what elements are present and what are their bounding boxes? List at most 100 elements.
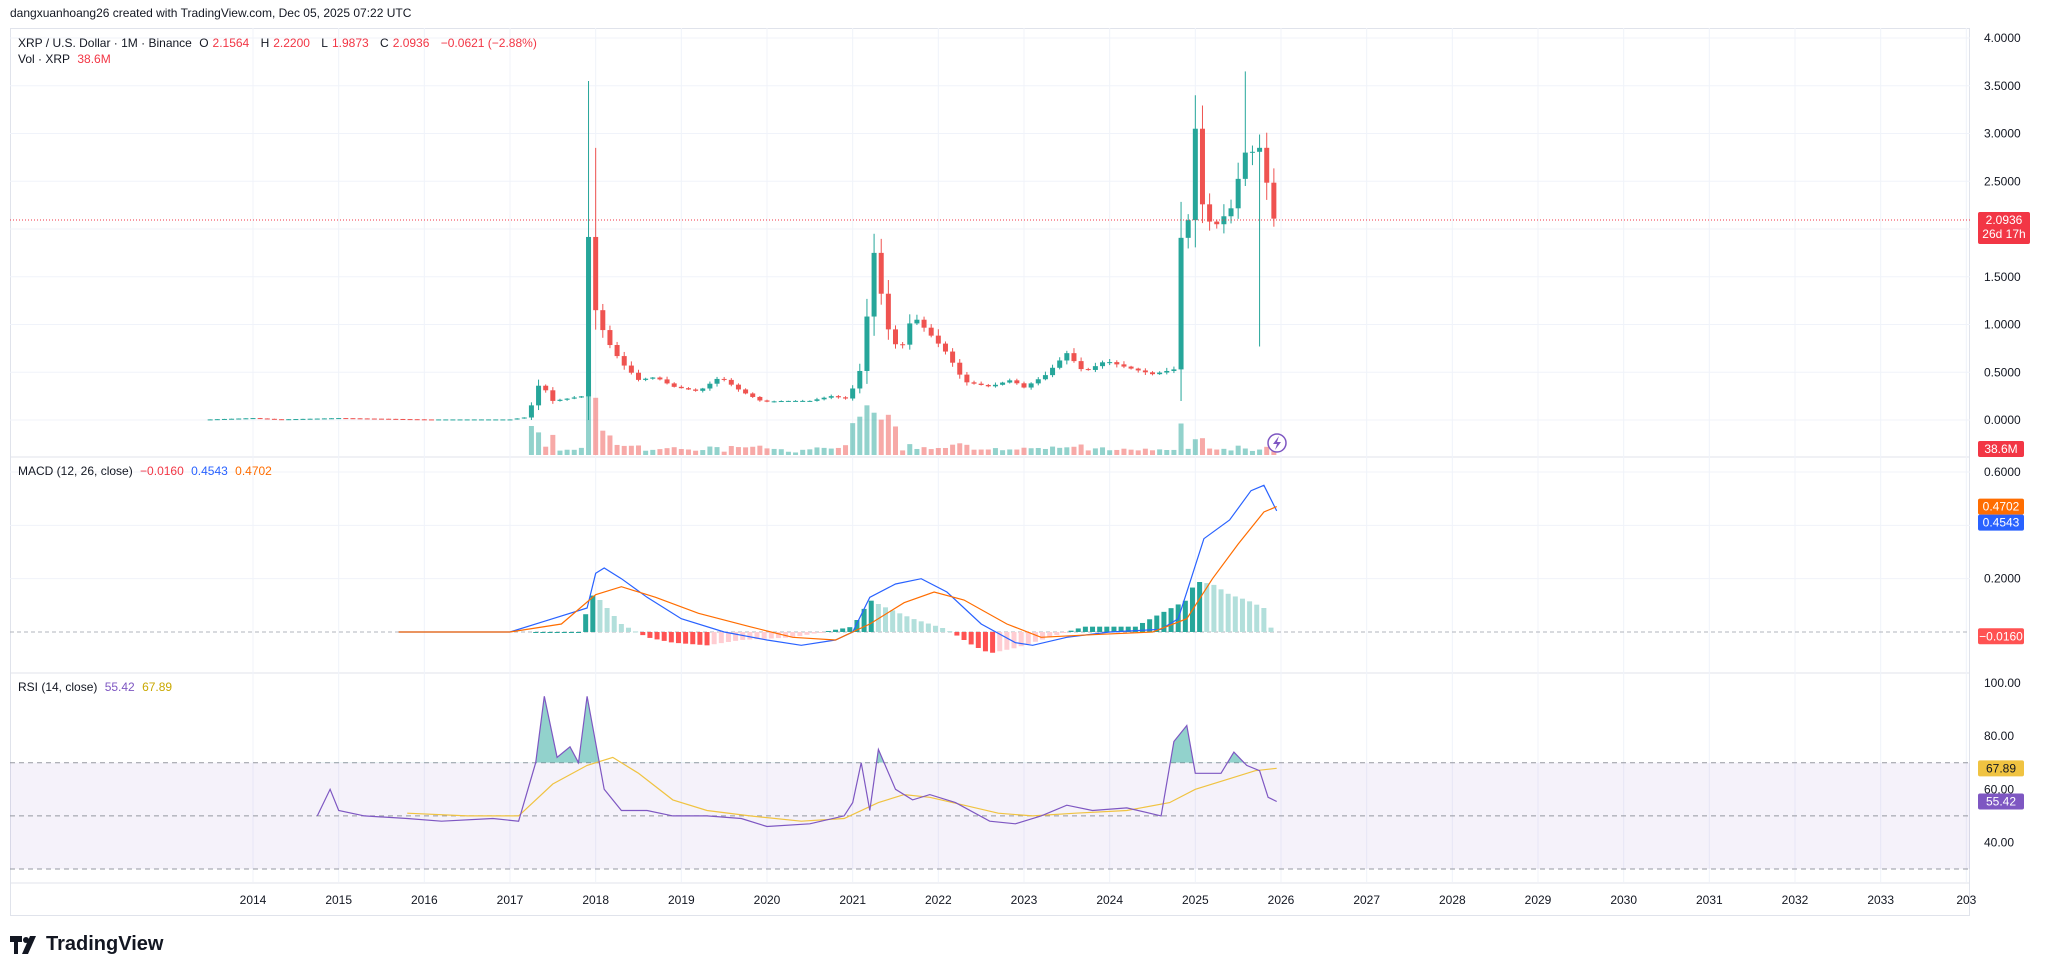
price-candle[interactable] [286,419,292,421]
price-candle[interactable] [393,418,399,420]
price-candle[interactable] [971,382,977,384]
price-candle[interactable] [678,386,684,389]
price-candle[interactable] [514,418,520,420]
price-candle[interactable] [964,374,970,383]
price-candle[interactable] [1192,128,1198,221]
price-candle[interactable] [735,384,741,390]
price-candle[interactable] [871,252,877,317]
price-candle[interactable] [1249,151,1255,153]
price-candle[interactable] [464,419,470,421]
price-candle[interactable] [828,396,834,398]
price-candle[interactable] [1199,128,1205,205]
price-candle[interactable] [421,419,427,421]
tradingview-logo[interactable]: TradingView [10,933,163,956]
price-candle[interactable] [628,365,634,373]
price-candle[interactable] [1264,147,1270,183]
price-candle[interactable] [764,400,770,402]
price-candle[interactable] [757,396,763,401]
price-candle[interactable] [257,418,263,420]
price-candle[interactable] [500,419,506,421]
price-candle[interactable] [1057,360,1063,368]
price-candle[interactable] [636,372,641,380]
price-candle[interactable] [379,418,384,420]
rsi-label[interactable]: RSI (14, close) [18,680,98,694]
price-candle[interactable] [571,397,577,399]
price-candle[interactable] [428,419,434,421]
price-candle[interactable] [857,370,863,389]
price-candle[interactable] [992,384,998,387]
price-candle[interactable] [357,418,363,420]
price-candle[interactable] [600,310,606,331]
price-candle[interactable] [721,378,727,380]
price-candle[interactable] [935,335,941,344]
price-candle[interactable] [664,379,670,384]
price-candle[interactable] [835,396,841,398]
price-candle[interactable] [750,393,756,397]
price-candle[interactable] [593,236,599,311]
price-candle[interactable] [1078,361,1084,370]
volume-label[interactable]: Vol · XRP [18,52,71,66]
price-candle[interactable] [279,419,285,421]
price-candle[interactable] [1092,366,1098,370]
price-candle[interactable] [1221,216,1227,225]
price-candle[interactable] [885,293,891,330]
price-candle[interactable] [1035,379,1041,384]
price-candle[interactable] [1135,368,1141,371]
price-candle[interactable] [1064,353,1070,361]
price-candle[interactable] [793,400,799,402]
price-candle[interactable] [250,418,256,420]
price-candle[interactable] [650,377,656,379]
price-candle[interactable] [314,418,320,420]
price-candle[interactable] [614,345,620,357]
price-candle[interactable] [386,418,392,420]
price-candle[interactable] [907,323,913,345]
price-candle[interactable] [436,419,442,421]
price-candle[interactable] [864,316,870,371]
price-candle[interactable] [893,329,898,345]
price-candle[interactable] [1271,182,1277,219]
price-candle[interactable] [321,418,327,420]
price-candle[interactable] [364,418,370,420]
price-candle[interactable] [900,344,906,346]
price-candle[interactable] [336,418,342,420]
price-candle[interactable] [928,327,934,336]
price-candle[interactable] [229,418,235,420]
price-candle[interactable] [1235,178,1241,209]
price-candle[interactable] [343,418,349,420]
price-candle[interactable] [443,419,449,421]
price-candle[interactable] [543,385,549,391]
price-candle[interactable] [457,419,463,421]
price-candle[interactable] [471,419,477,421]
price-candle[interactable] [371,418,377,420]
price-candle[interactable] [414,419,420,421]
price-candle[interactable] [1014,380,1020,384]
price-candle[interactable] [586,236,592,397]
price-candle[interactable] [814,399,820,401]
price-candle[interactable] [914,319,920,324]
price-candle[interactable] [671,383,677,387]
price-candle[interactable] [693,389,699,391]
price-candle[interactable] [643,378,649,380]
price-candle[interactable] [771,401,777,403]
price-candle[interactable] [557,399,563,401]
price-candle[interactable] [957,362,963,375]
price-candle[interactable] [307,418,313,420]
price-candle[interactable] [878,252,884,294]
price-candle[interactable] [1171,369,1177,371]
price-candle[interactable] [207,419,213,421]
price-candle[interactable] [478,419,484,421]
price-candle[interactable] [329,418,335,420]
price-candle[interactable] [1007,380,1013,383]
price-candle[interactable] [778,401,784,403]
price-candle[interactable] [236,418,242,420]
price-candle[interactable] [1071,353,1077,362]
price-candle[interactable] [657,377,663,380]
price-candle[interactable] [1050,367,1056,376]
price-candle[interactable] [728,379,734,385]
price-candle[interactable] [942,343,948,352]
price-candle[interactable] [1085,369,1091,371]
price-candle[interactable] [850,388,856,399]
price-candle[interactable] [950,351,956,363]
price-candle[interactable] [1257,147,1263,152]
price-candle[interactable] [243,418,249,420]
